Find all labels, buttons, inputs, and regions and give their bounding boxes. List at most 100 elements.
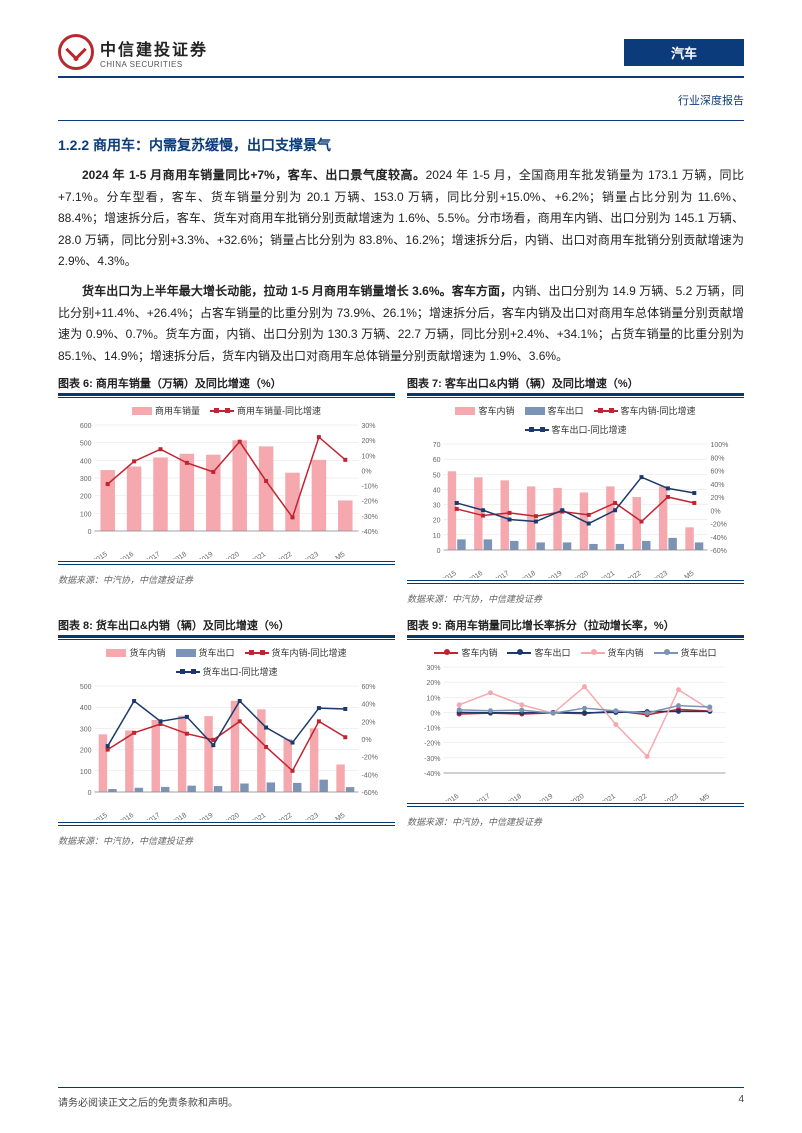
svg-text:2015: 2015 (92, 551, 109, 559)
chart9-legend: 客车内销 客车出口 货车内销 货车出口 (407, 644, 744, 663)
svg-text:-20%: -20% (424, 741, 440, 748)
svg-text:2020: 2020 (224, 551, 241, 559)
svg-text:0: 0 (88, 529, 92, 536)
chart9-canvas: -40%-30%-20%-10%0%10%20%30%2016201720182… (407, 663, 744, 801)
svg-text:2023: 2023 (303, 812, 320, 820)
svg-text:30%: 30% (362, 423, 376, 430)
svg-text:400: 400 (80, 706, 92, 713)
svg-text:500: 500 (80, 684, 92, 691)
svg-text:20%: 20% (426, 680, 440, 687)
svg-text:40%: 40% (711, 482, 725, 489)
svg-text:20%: 20% (711, 495, 725, 502)
svg-text:2016: 2016 (118, 812, 135, 820)
page-number: 4 (738, 1094, 744, 1109)
svg-text:0: 0 (88, 790, 92, 797)
svg-text:2023: 2023 (652, 570, 669, 578)
svg-text:600: 600 (80, 423, 92, 430)
chart8-legend: 货车内销 货车出口 货车内销-同比增速 货车出口-同比增速 (58, 644, 395, 682)
chart9-source: 数据来源：中汽协，中信建投证券 (407, 811, 744, 828)
svg-text:2018: 2018 (506, 793, 523, 801)
svg-text:-10%: -10% (362, 484, 378, 491)
report-type: 行业深度报告 (58, 86, 744, 121)
chart7-source: 数据来源：中汽协，中信建投证券 (407, 588, 744, 605)
svg-text:300: 300 (80, 476, 92, 483)
svg-text:2020: 2020 (573, 570, 590, 578)
svg-text:2021: 2021 (250, 812, 267, 820)
svg-text:2020: 2020 (224, 812, 241, 820)
svg-text:2019: 2019 (198, 551, 215, 559)
chart8-canvas: 0100200300400500-60%-40%-20%0%20%40%60%2… (58, 682, 395, 820)
svg-text:2019: 2019 (538, 793, 555, 801)
svg-text:50: 50 (433, 473, 441, 480)
svg-text:-20%: -20% (362, 499, 378, 506)
svg-text:2022: 2022 (277, 551, 294, 559)
svg-text:-30%: -30% (424, 756, 440, 763)
chart6-title: 图表 6: 商用车销量（万辆）及同比增速（%） (58, 375, 395, 391)
svg-text:2016: 2016 (444, 793, 461, 801)
svg-text:2017: 2017 (475, 793, 492, 801)
svg-text:-40%: -40% (362, 529, 378, 536)
svg-text:500: 500 (80, 441, 92, 448)
svg-text:300: 300 (80, 727, 92, 734)
svg-text:400: 400 (80, 459, 92, 466)
para1-lead: 2024 年 1-5 月商用车销量同比+7%，客车、出口景气度较高。 (82, 168, 426, 182)
footer-disclaimer: 请务必阅读正文之后的免责条款和声明。 (58, 1094, 238, 1109)
para2-lead: 货车出口为上半年最大增长动能，拉动 1-5 月商用车销量增长 3.6%。客车方面… (82, 284, 512, 298)
svg-text:0: 0 (437, 548, 441, 555)
chart6-source: 数据来源：中汽协，中信建投证券 (58, 569, 395, 586)
para1-body: 2024 年 1-5 月，全国商用车批发销量为 173.1 万辆，同比+7.1%… (58, 168, 744, 268)
chart7-legend: 客车内销 客车出口 客车内销-同比增速 客车出口-同比增速 (407, 402, 744, 440)
svg-text:2015: 2015 (92, 812, 109, 820)
svg-text:70: 70 (433, 442, 441, 449)
chart6-legend: 商用车销量 商用车销量-同比增速 (58, 402, 395, 421)
svg-text:200: 200 (80, 494, 92, 501)
svg-text:-40%: -40% (711, 535, 727, 542)
svg-text:-20%: -20% (711, 522, 727, 529)
svg-text:2018: 2018 (171, 812, 188, 820)
chart-6: 图表 6: 商用车销量（万辆）及同比增速（%） 商用车销量 商用车销量-同比增速… (58, 375, 395, 605)
page-footer: 请务必阅读正文之后的免责条款和声明。 4 (58, 1087, 744, 1109)
svg-text:0%: 0% (430, 711, 440, 718)
svg-text:100%: 100% (711, 442, 729, 449)
svg-text:2017: 2017 (494, 570, 511, 578)
chart8-title: 图表 8: 货车出口&内销（辆）及同比增速（%） (58, 617, 395, 633)
chart-7: 图表 7: 客车出口&内销（辆）及同比增速（%） 客车内销 客车出口 客车内销-… (407, 375, 744, 605)
svg-text:30: 30 (433, 503, 441, 510)
svg-text:20%: 20% (362, 720, 376, 727)
svg-text:-20%: -20% (362, 755, 378, 762)
svg-text:-10%: -10% (424, 726, 440, 733)
svg-text:60: 60 (433, 457, 441, 464)
svg-text:100: 100 (80, 512, 92, 519)
logo-text-cn: 中信建投证券 (100, 36, 208, 60)
svg-text:60%: 60% (362, 684, 376, 691)
svg-text:10%: 10% (362, 454, 376, 461)
svg-text:2022: 2022 (626, 570, 643, 578)
svg-text:-30%: -30% (362, 514, 378, 521)
svg-text:80%: 80% (711, 456, 725, 463)
logo-text-en: CHINA SECURITIES (100, 60, 208, 69)
svg-text:40: 40 (433, 488, 441, 495)
logo-icon (58, 34, 94, 70)
svg-text:20%: 20% (362, 438, 376, 445)
svg-text:-40%: -40% (362, 773, 378, 780)
svg-text:40%: 40% (362, 702, 376, 709)
svg-text:60%: 60% (711, 469, 725, 476)
svg-text:2020: 2020 (569, 793, 586, 801)
svg-text:2015: 2015 (441, 570, 458, 578)
svg-text:2021: 2021 (599, 570, 616, 578)
paragraph-2: 货车出口为上半年最大增长动能，拉动 1-5 月商用车销量增长 3.6%。客车方面… (58, 281, 744, 367)
svg-text:2017: 2017 (145, 551, 162, 559)
svg-text:20: 20 (433, 518, 441, 525)
svg-text:2023: 2023 (303, 551, 320, 559)
chart7-title: 图表 7: 客车出口&内销（辆）及同比增速（%） (407, 375, 744, 391)
svg-text:10%: 10% (426, 696, 440, 703)
svg-text:2018: 2018 (520, 570, 537, 578)
sector-badge: 汽车 (624, 39, 744, 66)
svg-text:2019: 2019 (547, 570, 564, 578)
svg-text:2022: 2022 (632, 793, 649, 801)
svg-text:2021: 2021 (600, 793, 617, 801)
svg-text:2016: 2016 (467, 570, 484, 578)
svg-text:-40%: -40% (424, 771, 440, 778)
chart-8: 图表 8: 货车出口&内销（辆）及同比增速（%） 货车内销 货车出口 货车内销-… (58, 617, 395, 847)
svg-text:2017: 2017 (145, 812, 162, 820)
